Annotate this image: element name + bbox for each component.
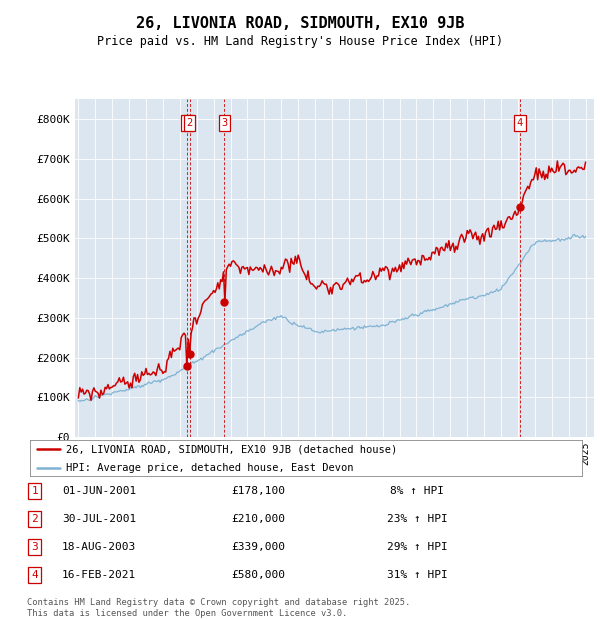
Text: £210,000: £210,000 [231,514,285,524]
Text: Price paid vs. HM Land Registry's House Price Index (HPI): Price paid vs. HM Land Registry's House … [97,35,503,48]
Text: 4: 4 [31,570,38,580]
Text: 4: 4 [517,118,523,128]
Text: 16-FEB-2021: 16-FEB-2021 [62,570,136,580]
Text: Contains HM Land Registry data © Crown copyright and database right 2025.
This d: Contains HM Land Registry data © Crown c… [27,598,410,618]
Text: 2: 2 [31,514,38,524]
Text: 2: 2 [187,118,193,128]
Text: 1: 1 [31,486,38,496]
Text: 30-JUL-2001: 30-JUL-2001 [62,514,136,524]
Text: HPI: Average price, detached house, East Devon: HPI: Average price, detached house, East… [66,463,353,473]
Text: 23% ↑ HPI: 23% ↑ HPI [386,514,448,524]
Text: 26, LIVONIA ROAD, SIDMOUTH, EX10 9JB (detached house): 26, LIVONIA ROAD, SIDMOUTH, EX10 9JB (de… [66,444,397,454]
Text: 29% ↑ HPI: 29% ↑ HPI [386,542,448,552]
Text: £580,000: £580,000 [231,570,285,580]
Text: 18-AUG-2003: 18-AUG-2003 [62,542,136,552]
Text: 26, LIVONIA ROAD, SIDMOUTH, EX10 9JB: 26, LIVONIA ROAD, SIDMOUTH, EX10 9JB [136,16,464,30]
Text: 3: 3 [31,542,38,552]
Text: 31% ↑ HPI: 31% ↑ HPI [386,570,448,580]
Text: £178,100: £178,100 [231,486,285,496]
Text: 8% ↑ HPI: 8% ↑ HPI [390,486,444,496]
Text: 1: 1 [184,118,190,128]
Text: 3: 3 [221,118,227,128]
Text: 01-JUN-2001: 01-JUN-2001 [62,486,136,496]
Text: £339,000: £339,000 [231,542,285,552]
